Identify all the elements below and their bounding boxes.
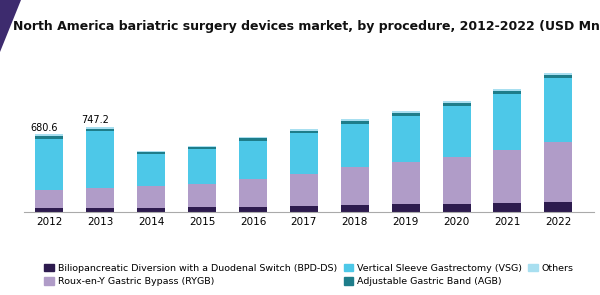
Bar: [392, 116, 419, 162]
Bar: [493, 94, 521, 150]
Bar: [290, 174, 318, 206]
Bar: [188, 149, 216, 184]
Bar: [35, 136, 64, 139]
Bar: [188, 146, 216, 147]
Bar: [137, 154, 165, 186]
Bar: [35, 134, 64, 136]
Bar: [493, 203, 521, 212]
Text: 747.2: 747.2: [81, 115, 109, 125]
Bar: [392, 113, 419, 116]
Bar: [239, 207, 267, 212]
Bar: [493, 150, 521, 203]
Bar: [443, 101, 470, 104]
Bar: [544, 78, 572, 142]
Bar: [35, 139, 64, 190]
Bar: [86, 129, 115, 131]
Bar: [239, 138, 267, 141]
Bar: [443, 157, 470, 204]
Bar: [188, 184, 216, 207]
Bar: [493, 89, 521, 91]
Bar: [290, 131, 318, 133]
Legend: Biliopancreatic Diversion with a Duodenal Switch (BPD-DS), Roux-en-Y Gastric Byp: Biliopancreatic Diversion with a Duodena…: [44, 264, 574, 286]
Bar: [239, 141, 267, 179]
Bar: [86, 127, 115, 129]
Bar: [392, 111, 419, 113]
Polygon shape: [0, 0, 21, 52]
Bar: [239, 137, 267, 138]
Bar: [493, 91, 521, 94]
Bar: [290, 206, 318, 212]
Bar: [86, 131, 115, 188]
Bar: [544, 73, 572, 76]
Bar: [341, 119, 369, 121]
Bar: [137, 208, 165, 212]
Bar: [137, 152, 165, 154]
Bar: [443, 106, 470, 157]
Bar: [137, 151, 165, 152]
Bar: [544, 76, 572, 78]
Bar: [35, 208, 64, 212]
Bar: [544, 202, 572, 212]
Bar: [137, 186, 165, 208]
Bar: [86, 188, 115, 208]
Bar: [188, 207, 216, 212]
Bar: [341, 205, 369, 212]
Bar: [290, 129, 318, 131]
Bar: [443, 104, 470, 106]
Bar: [341, 124, 369, 167]
Bar: [544, 142, 572, 202]
Text: 680.6: 680.6: [30, 123, 58, 133]
Bar: [443, 204, 470, 212]
Bar: [35, 190, 64, 208]
Text: North America bariatric surgery devices market, by procedure, 2012-2022 (USD Mn): North America bariatric surgery devices …: [13, 20, 600, 33]
Bar: [290, 133, 318, 174]
Bar: [341, 167, 369, 205]
Bar: [341, 121, 369, 124]
Bar: [392, 162, 419, 204]
Bar: [86, 208, 115, 212]
Bar: [239, 179, 267, 207]
Bar: [392, 204, 419, 212]
Bar: [188, 147, 216, 149]
